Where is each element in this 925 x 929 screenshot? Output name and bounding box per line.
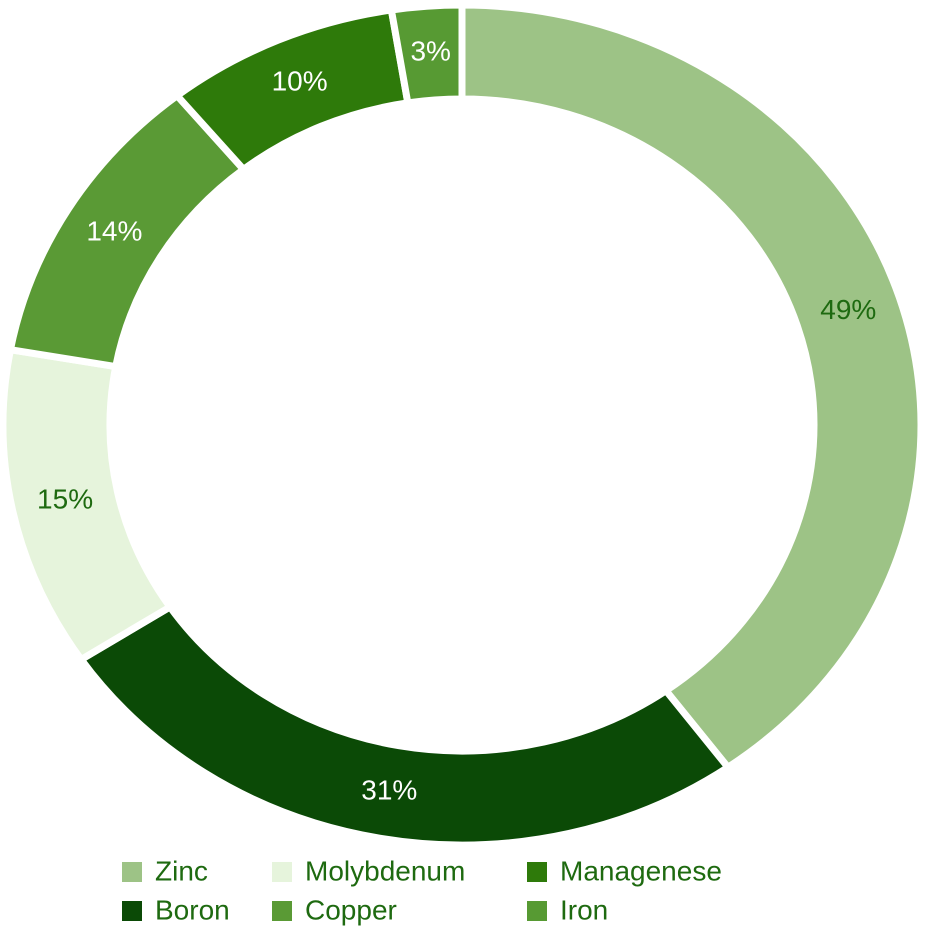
legend-label: Molybdenum — [305, 855, 465, 886]
legend-swatch — [122, 901, 142, 921]
legend-label: Iron — [560, 894, 608, 925]
data-label: 49% — [820, 294, 876, 325]
legend-label: Copper — [305, 894, 397, 925]
legend-label: Zinc — [155, 855, 208, 886]
legend-swatch — [272, 901, 292, 921]
donut-slice — [387, 1, 466, 107]
donut-slice — [76, 602, 734, 849]
data-label: 14% — [86, 215, 142, 246]
legend-swatch — [122, 862, 142, 882]
legend-label: Boron — [155, 894, 230, 925]
legend-swatch — [272, 862, 292, 882]
data-label: 31% — [361, 774, 417, 805]
donut-slice — [458, 1, 925, 772]
legend-swatch — [527, 901, 547, 921]
data-label: 15% — [37, 484, 93, 515]
legend-swatch — [527, 862, 547, 882]
data-label: 10% — [272, 66, 328, 97]
legend-label: Managenese — [560, 855, 722, 886]
data-label: 3% — [410, 36, 450, 67]
